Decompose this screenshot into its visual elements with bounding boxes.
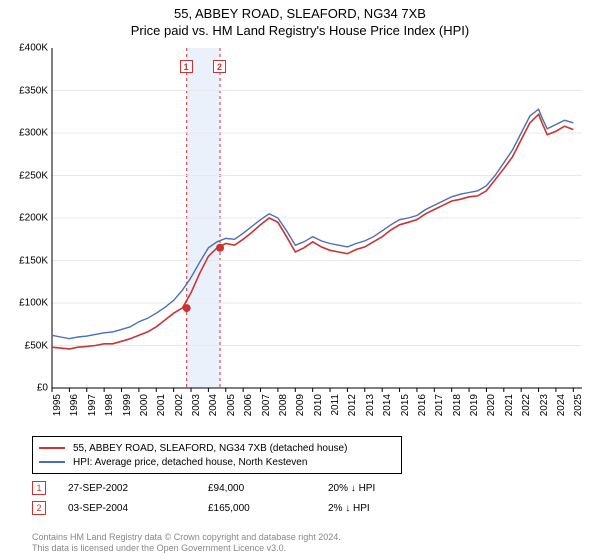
x-tick-label: 1999: [122, 394, 133, 416]
y-tick-label: £350K: [19, 85, 48, 96]
y-tick-label: £100K: [19, 298, 48, 309]
x-tick-label: 2019: [469, 394, 480, 416]
chart-title: 55, ABBEY ROAD, SLEAFORD, NG34 7XB: [0, 6, 600, 21]
x-tick-label: 2017: [434, 394, 445, 416]
x-tick-label: 2001: [156, 394, 167, 416]
x-tick-label: 2004: [208, 394, 219, 416]
marker-row: 2 03-SEP-2004£165,0002% ↓ HPI: [32, 498, 572, 518]
marker-id-box: 2: [32, 501, 46, 515]
x-tick-label: 2025: [573, 394, 584, 416]
plot-svg: [52, 48, 582, 388]
marker-row: 1 27-SEP-2002£94,00020% ↓ HPI: [32, 478, 572, 498]
x-tick-label: 1997: [87, 394, 98, 416]
legend-box: 55, ABBEY ROAD, SLEAFORD, NG34 7XB (deta…: [32, 436, 402, 474]
x-tick-label: 2007: [261, 394, 272, 416]
y-tick-label: £300K: [19, 128, 48, 139]
x-tick-label: 2022: [521, 394, 532, 416]
x-tick-label: 2023: [539, 394, 550, 416]
y-tick-label: £250K: [19, 170, 48, 181]
chart-container: 55, ABBEY ROAD, SLEAFORD, NG34 7XB Price…: [0, 0, 600, 560]
x-axis: 1995 1996 1997 1998 1999 2000 2001 2002 2003 2004…: [52, 388, 582, 438]
legend-swatch: [39, 461, 65, 463]
sale-markers-table: 1 27-SEP-2002£94,00020% ↓ HPI 2 03-SEP-2004…: [32, 478, 572, 518]
legend-row: HPI: Average price, detached house, Nort…: [39, 455, 395, 469]
x-tick-label: 2014: [382, 394, 393, 416]
marker-price: £94,000: [208, 483, 328, 494]
x-tick-label: 1998: [104, 394, 115, 416]
x-tick-label: 2015: [400, 394, 411, 416]
marker-id-box: 1: [32, 481, 46, 495]
x-tick-label: 2012: [347, 394, 358, 416]
y-tick-label: £50K: [25, 340, 48, 351]
x-tick-label: 2018: [452, 394, 463, 416]
marker-pct: 2% ↓ HPI: [328, 503, 468, 514]
x-tick-label: 2016: [417, 394, 428, 416]
x-tick-label: 2006: [243, 394, 254, 416]
legend-row: 55, ABBEY ROAD, SLEAFORD, NG34 7XB (deta…: [39, 441, 395, 455]
x-tick-label: 2003: [191, 394, 202, 416]
attribution-line1: Contains HM Land Registry data © Crown c…: [32, 532, 341, 543]
x-tick-label: 1995: [52, 394, 63, 416]
plot-marker-1: 1: [180, 60, 193, 73]
x-tick-label: 2021: [504, 394, 515, 416]
attribution-line2: This data is licensed under the Open Gov…: [32, 543, 341, 554]
x-tick-label: 2024: [556, 394, 567, 416]
x-tick-label: 2005: [226, 394, 237, 416]
y-axis: £0£50K£100K£150K£200K£250K£300K£350K£400…: [0, 48, 50, 388]
x-tick-label: 2009: [295, 394, 306, 416]
plot-area: 12: [52, 48, 582, 388]
marker-date: 03-SEP-2004: [68, 503, 208, 514]
x-tick-label: 2002: [174, 394, 185, 416]
plot-marker-2: 2: [213, 60, 226, 73]
x-tick-label: 2010: [313, 394, 324, 416]
title-block: 55, ABBEY ROAD, SLEAFORD, NG34 7XB Price…: [0, 0, 600, 38]
x-tick-label: 2011: [330, 394, 341, 416]
y-tick-label: £150K: [19, 255, 48, 266]
marker-date: 27-SEP-2002: [68, 483, 208, 494]
x-tick-label: 2008: [278, 394, 289, 416]
attribution-text: Contains HM Land Registry data © Crown c…: [32, 532, 341, 555]
x-tick-label: 1996: [69, 394, 80, 416]
y-tick-label: £200K: [19, 213, 48, 224]
x-tick-label: 2020: [486, 394, 497, 416]
x-tick-label: 2000: [139, 394, 150, 416]
chart-subtitle: Price paid vs. HM Land Registry's House …: [0, 23, 600, 38]
y-tick-label: £400K: [19, 43, 48, 54]
marker-price: £165,000: [208, 503, 328, 514]
legend-swatch: [39, 447, 65, 449]
marker-pct: 20% ↓ HPI: [328, 483, 468, 494]
y-tick-label: £0: [37, 383, 48, 394]
x-tick-label: 2013: [365, 394, 376, 416]
legend-label: HPI: Average price, detached house, Nort…: [73, 457, 307, 468]
legend-label: 55, ABBEY ROAD, SLEAFORD, NG34 7XB (deta…: [73, 443, 347, 454]
